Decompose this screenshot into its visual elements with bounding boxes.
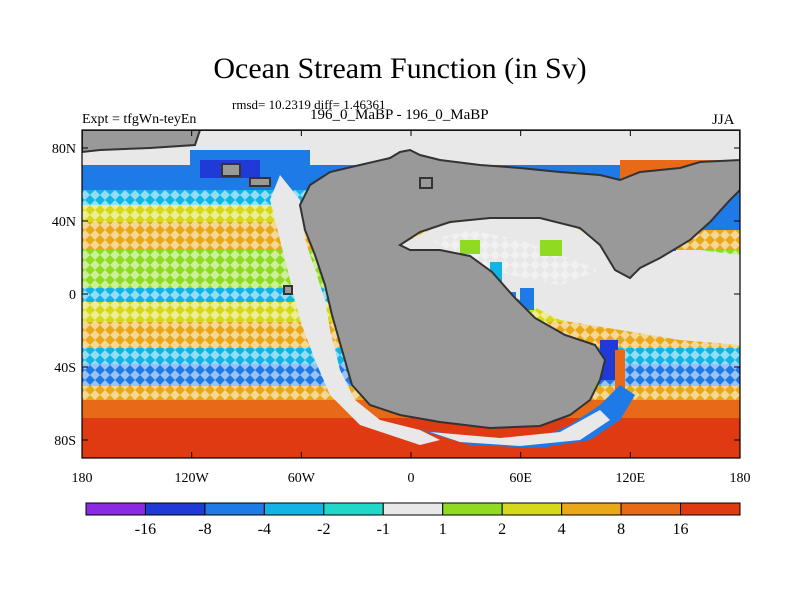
colorbar-swatch — [263, 502, 325, 516]
y-tick-label: 80N — [52, 142, 76, 157]
colorbar-label: 4 — [558, 521, 566, 538]
colorbar-swatch — [204, 502, 265, 516]
y-tick-label: 40S — [54, 361, 76, 376]
colorbar-swatch — [144, 502, 206, 516]
colorbar-swatch — [620, 502, 682, 516]
map-plot-area — [82, 130, 740, 458]
x-tick-label: 120W — [175, 471, 210, 486]
y-tick-label: 80S — [54, 434, 76, 449]
colorbar-swatch — [501, 502, 563, 516]
pangaea-landmass — [82, 130, 740, 430]
colorbar: -16 -8 -4 -2 -1 1 2 4 8 16 — [85, 502, 741, 538]
colorbar-label: -1 — [377, 521, 390, 538]
x-tick-label: 120E — [616, 471, 646, 486]
y-tick-label: 0 — [69, 288, 76, 303]
small-island — [283, 285, 293, 295]
colorbar-swatch — [85, 502, 146, 516]
map-title: Ocean Stream Function (in Sv) — [213, 52, 587, 85]
colorbar-label: 16 — [673, 521, 689, 538]
period-label: 196_0_MaBP - 196_0_MaBP — [310, 107, 489, 123]
x-tick-label: 60W — [288, 471, 316, 486]
colorbar-label: 1 — [439, 521, 447, 538]
colorbar-swatch — [442, 502, 503, 516]
arctic-island — [249, 177, 271, 187]
colorbar-swatch — [561, 502, 622, 516]
colorbar-label: 8 — [617, 521, 625, 538]
x-axis-ticks: 180 120W 60W 0 60E 120E 180 — [72, 130, 751, 486]
colorbar-label: 2 — [498, 521, 506, 538]
y-axis-ticks: 80N 40N 0 40S 80S — [52, 142, 740, 449]
experiment-label: Expt = tfgWn-teyEn — [82, 112, 197, 127]
season-label: JJA — [712, 112, 735, 128]
colorbar-swatch — [323, 502, 384, 516]
x-tick-label: 180 — [730, 471, 751, 486]
x-tick-label: 60E — [509, 471, 532, 486]
colorbar-label: -2 — [317, 521, 330, 538]
small-island — [419, 177, 433, 189]
colorbar-swatch — [382, 502, 444, 516]
arctic-island — [221, 163, 241, 177]
colorbar-label: -8 — [198, 521, 211, 538]
colorbar-swatch — [680, 502, 741, 516]
stats-text: rmsd= 10.2319 diff= 1.46361 — [232, 97, 386, 112]
colorbar-label: -16 — [135, 521, 156, 538]
x-tick-label: 0 — [408, 471, 415, 486]
x-tick-label: 180 — [72, 471, 93, 486]
colorbar-label: -4 — [258, 521, 271, 538]
y-tick-label: 40N — [52, 215, 76, 230]
